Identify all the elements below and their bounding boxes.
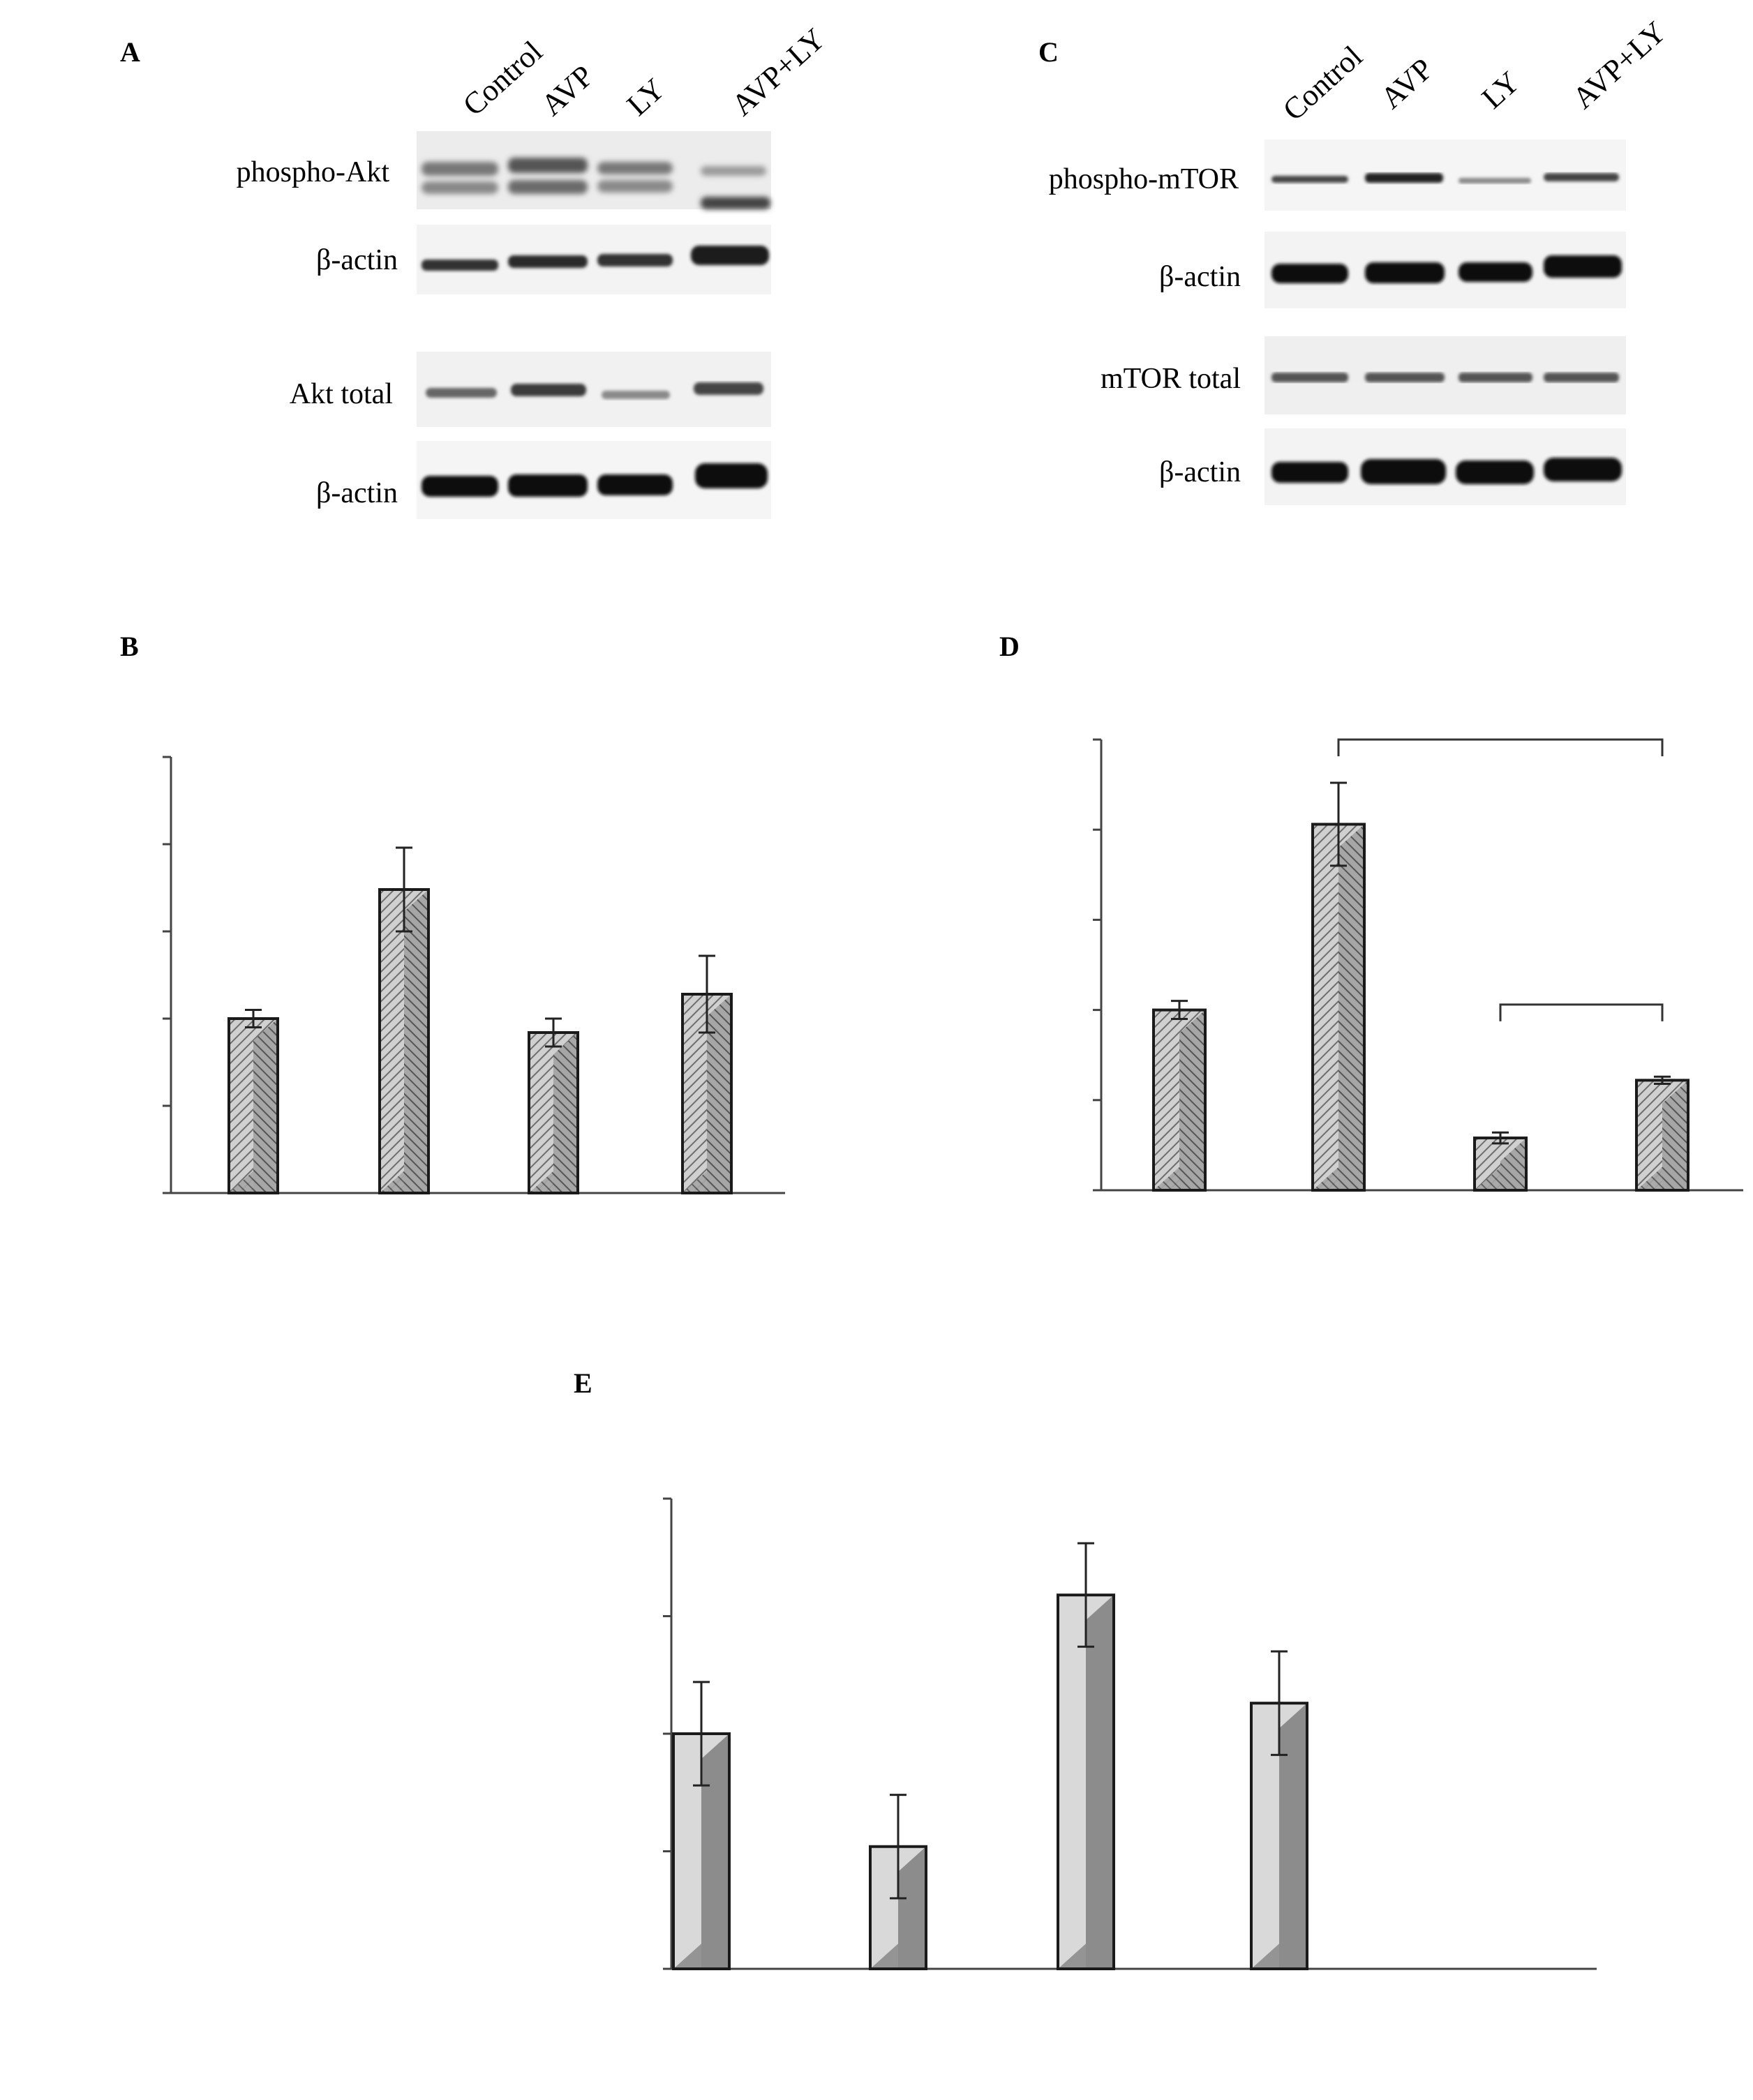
blot-a-row-label: phospho-Akt: [237, 156, 390, 188]
bar-fill-left: [529, 1033, 553, 1193]
bar-fill-dark: [1086, 1595, 1114, 1969]
chart-panel-d: [1093, 738, 1743, 1192]
bar-fill-left: [229, 1019, 253, 1193]
bar-avp-ly: [1250, 1650, 1308, 1970]
blot-c-row-label: β-actin: [1159, 456, 1241, 488]
bar-fill-left: [380, 890, 404, 1193]
blot-c-lane-label: Control: [1276, 39, 1369, 127]
bar-fill-dark: [1338, 824, 1364, 1190]
blot-a-strip-akt-total: [417, 352, 771, 427]
bar-fill-left: [1636, 1080, 1662, 1190]
bar-fill-base: [1154, 1167, 1205, 1190]
panel-letter-d: D: [999, 631, 1020, 662]
bar-fill-base: [870, 1944, 926, 1969]
blot-a-row-label: β-actin: [316, 244, 398, 276]
bar-ly: [1473, 1131, 1528, 1192]
bar-fill-dark: [1179, 1010, 1205, 1190]
blot-c-lane-label: LY: [1475, 65, 1526, 116]
panel-letter-c: C: [1038, 36, 1059, 68]
comparison-bracket: [1499, 1003, 1664, 1021]
bracket-line: [1499, 1003, 1664, 1021]
chart-panel-b: [163, 756, 785, 1194]
blot-c-strip-beta-actin-2: [1265, 428, 1626, 505]
bar-fill-base: [1636, 1167, 1688, 1190]
panel-letter-b: B: [120, 631, 139, 662]
blot-c-strip-phospho-mtor: [1265, 140, 1626, 211]
bar-fill-dark: [1279, 1703, 1307, 1969]
bar-fill-left: [1058, 1595, 1086, 1969]
blot-a-lane-label: AVP: [535, 59, 600, 123]
bar-fill-dark: [1662, 1080, 1688, 1190]
blot-a-strip-beta-actin-2: [417, 441, 771, 519]
blot-a-lane-labels: Control AVP LY AVP+LY: [456, 22, 832, 122]
bar-fill-left: [870, 1846, 898, 1969]
bar-fill-base: [380, 1171, 428, 1193]
blot-c-row-label: phospho-mTOR: [1049, 163, 1239, 195]
bar-fill-base: [673, 1944, 729, 1969]
bar-fill-base: [229, 1171, 278, 1193]
bar-avp: [869, 1794, 927, 1971]
bar-fill-dark: [707, 994, 731, 1193]
bar-fill-base: [1058, 1944, 1114, 1969]
blot-c-lane-labels: Control AVP LY AVP+LY: [1276, 15, 1673, 127]
panel-letter-e: E: [574, 1367, 592, 1399]
bar-fill-base: [1251, 1944, 1307, 1969]
blot-c-row-label: β-actin: [1159, 261, 1241, 293]
blot-a-row-label: β-actin: [316, 477, 398, 509]
blot-a-strip-beta-actin-1: [417, 225, 771, 294]
bar-fill-left: [673, 1734, 701, 1969]
chart-panel-e: [663, 1497, 1597, 1971]
bar-fill-base: [682, 1171, 731, 1193]
bar-ly: [528, 1017, 579, 1194]
blot-a-lane-label: AVP+LY: [725, 22, 832, 122]
bar-fill-base: [1313, 1167, 1364, 1190]
comparison-bracket: [1337, 738, 1664, 756]
bar-ly: [1057, 1542, 1115, 1970]
bar-fill-left: [1313, 824, 1338, 1190]
bar-fill-dark: [701, 1734, 729, 1969]
bar-control: [672, 1681, 731, 1970]
bar-fill-base: [1475, 1167, 1526, 1190]
bracket-line: [1337, 738, 1664, 756]
bar-avp: [378, 846, 430, 1194]
bar-control: [227, 1009, 279, 1194]
bar-fill-dark: [404, 890, 428, 1193]
blot-a-lane-label: LY: [620, 72, 671, 123]
blot-a-lane-label: Control: [456, 34, 549, 122]
bar-avp-ly: [681, 954, 733, 1194]
bar-fill-left: [1251, 1703, 1279, 1969]
blot-a-row-label: Akt total: [290, 378, 393, 410]
panel-letter-a: A: [120, 36, 140, 68]
bar-avp: [1311, 781, 1366, 1192]
bar-fill-left: [1154, 1010, 1179, 1190]
blot-c-lane-label: AVP: [1374, 52, 1440, 116]
blot-c-row-label: mTOR total: [1101, 363, 1241, 395]
bar-fill-dark: [553, 1033, 578, 1193]
blot-c-strip-beta-actin-1: [1265, 232, 1626, 308]
blot-c-lane-label: AVP+LY: [1566, 15, 1673, 115]
bar-fill-dark: [253, 1019, 278, 1193]
blot-c-strip-mtor-total: [1265, 336, 1626, 414]
bar-fill-dark: [898, 1846, 926, 1969]
bar-control: [1152, 1000, 1207, 1192]
bar-avp-ly: [1635, 1075, 1689, 1192]
bar-fill-base: [529, 1171, 578, 1193]
blot-panel-a: Control AVP LY AVP+LY phospho-Akt β-acti…: [237, 22, 832, 519]
blot-a-strip-phospho-akt: [417, 131, 771, 209]
bar-fill-left: [682, 994, 707, 1193]
blot-panel-c: Control AVP LY AVP+LY phospho-mTOR β-act…: [1049, 15, 1673, 505]
